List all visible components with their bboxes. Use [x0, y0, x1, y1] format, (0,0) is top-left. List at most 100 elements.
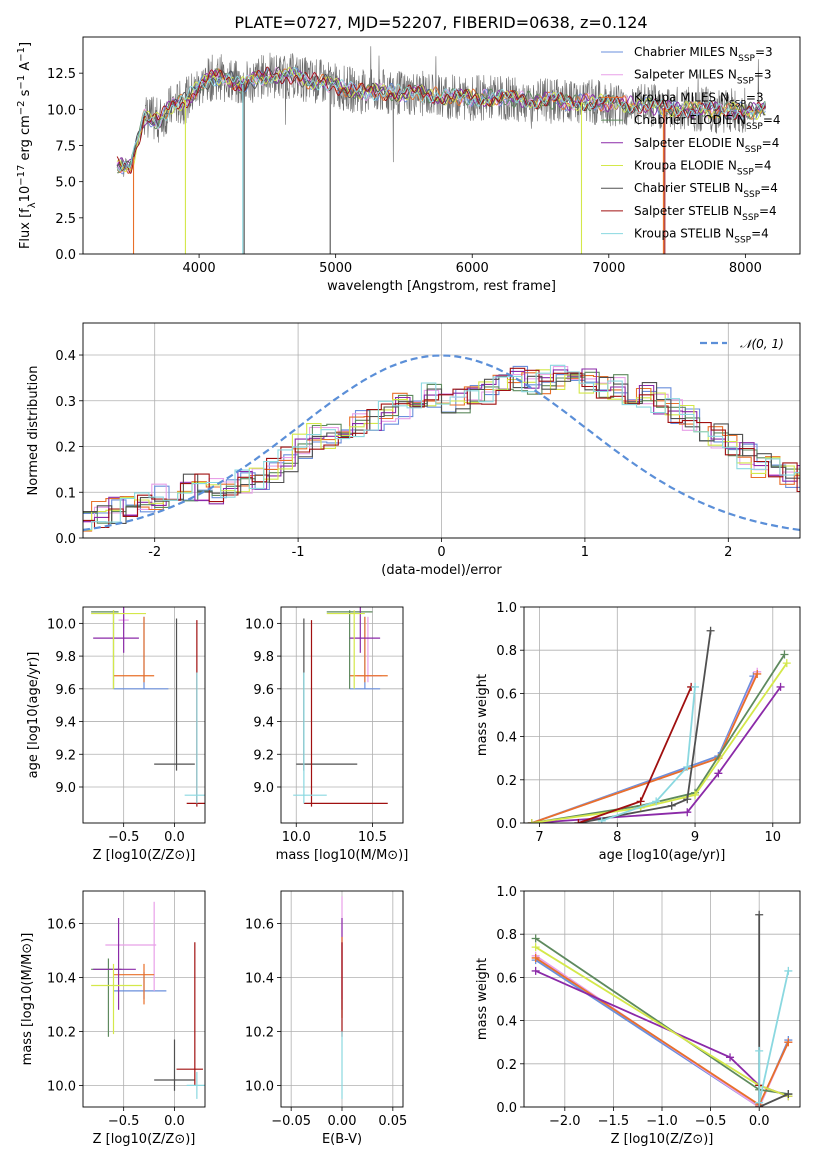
y-tick-label: 10.0 — [47, 617, 76, 632]
weight-marker — [784, 1038, 793, 1047]
y-tick-label: 0.8 — [496, 644, 517, 659]
legend-model: Chabrier MILES — [634, 45, 725, 59]
legend-nssp: 4 — [761, 227, 769, 241]
weight-marker — [531, 953, 540, 962]
y-tick-label: 0.8 — [496, 928, 517, 943]
y-tick-label: 9.8 — [253, 650, 274, 665]
x-tick-label: −0.5 — [695, 1114, 727, 1129]
x-tick-label: 2 — [724, 545, 732, 560]
legend-entry: Salpeter ELODIE NSSP=4 — [634, 136, 779, 155]
legend-model: Chabrier STELIB — [634, 181, 730, 195]
y-axis-label-part: A — [18, 62, 33, 75]
legend-model: Salpeter STELIB — [634, 204, 729, 218]
legend-nssp: 4 — [773, 113, 781, 127]
axes-frame — [82, 606, 206, 824]
y-tick-label: 12.5 — [47, 67, 76, 82]
y-tick-label: 9.0 — [55, 781, 76, 796]
weight-marker — [574, 819, 583, 823]
legend-eq: = — [760, 181, 770, 195]
legend-n: N — [728, 159, 737, 173]
y-tick-label: 0.4 — [496, 1015, 517, 1030]
y-tick-label: 10.6 — [47, 917, 76, 932]
legend-n: N — [728, 68, 737, 82]
y-tick-label: 10.0 — [47, 103, 76, 118]
x-axis-label: age [log10(age/yr)] — [599, 848, 726, 863]
weight-marker — [784, 966, 793, 975]
weight-marker — [726, 1053, 735, 1062]
y-axis-label-part: −17 — [16, 165, 27, 186]
legend-n: N — [734, 181, 743, 195]
legend-entry: 𝒩(0, 1) — [740, 337, 784, 351]
x-tick-label: −1.5 — [598, 1114, 630, 1129]
legend-entry: Chabrier ELODIE NSSP=4 — [634, 113, 781, 132]
legend-eq: = — [763, 113, 773, 127]
panel-mass-vs-ebv: −0.05 0.00 0.05 10.0 10.2 10.4 10.6 E(B-V) — [245, 890, 407, 1147]
y-axis-label-part: −1 — [16, 75, 27, 90]
legend-eq: = — [762, 136, 772, 150]
legend-model: Kroupa STELIB — [634, 227, 721, 241]
y-tick-label: 9.6 — [253, 683, 274, 698]
histogram-step — [83, 372, 800, 532]
x-axis-label: Z [log10(Z/Z⊙)] — [93, 848, 196, 863]
legend-sub: SSP — [738, 54, 755, 64]
y-axis-label: mass weight — [475, 958, 490, 1040]
plot-area — [531, 910, 793, 1107]
x-tick-label: 0.00 — [328, 1114, 357, 1129]
x-tick-label: 1 — [581, 545, 589, 560]
weight-line — [578, 686, 693, 823]
weight-marker — [776, 682, 785, 691]
x-tick-label: -2 — [148, 545, 161, 560]
y-axis-label-part: Flux [f — [18, 208, 33, 249]
y-tick-label: 10.6 — [245, 917, 274, 932]
y-tick-label: 9.4 — [253, 716, 274, 731]
y-axis-label: mass [log10(M/M⊙)] — [20, 933, 35, 1066]
y-tick-label: 2.5 — [55, 212, 76, 227]
weight-marker — [683, 795, 692, 804]
legend-n: N — [720, 90, 729, 104]
legend-eq: = — [751, 227, 761, 241]
x-tick-label: 4000 — [183, 261, 216, 276]
legend-sub: SSP — [745, 145, 762, 155]
y-axis-label: age [log10(age/yr)] — [26, 652, 41, 779]
weight-marker — [755, 1046, 764, 1055]
axes-frame — [523, 890, 801, 1108]
legend-sub: SSP — [734, 236, 751, 246]
y-tick-label: 10.4 — [245, 971, 274, 986]
y-tick-label: 5.0 — [55, 176, 76, 191]
x-tick-label: 10 — [765, 830, 782, 845]
plot-area — [91, 607, 205, 807]
x-tick-label: 8000 — [729, 261, 762, 276]
axes-frame — [280, 606, 404, 824]
y-axis-label: Normed distribution — [26, 366, 41, 496]
weight-line — [531, 662, 788, 823]
x-axis-label: wavelength [Angstrom, rest frame] — [327, 279, 556, 294]
y-tick-label: 0.4 — [55, 349, 76, 364]
legend-model: Salpeter MILES — [634, 68, 724, 82]
y-tick-label: 9.6 — [55, 683, 76, 698]
weight-marker — [683, 762, 692, 771]
legend-entry: Salpeter STELIB NSSP=4 — [634, 204, 777, 223]
weight-marker — [527, 819, 536, 823]
legend-n: N — [729, 45, 738, 59]
y-axis-label-part: −1 — [16, 47, 27, 62]
y-tick-label: 10.0 — [245, 617, 274, 632]
weight-marker — [531, 943, 540, 952]
y-tick-label: 0.0 — [496, 817, 517, 832]
x-tick-label: −0.05 — [271, 1114, 311, 1129]
axes-frame — [82, 322, 801, 539]
legend-entry: Chabrier MILES NSSP=3 — [634, 45, 773, 64]
y-tick-label: 9.2 — [253, 748, 274, 763]
panel-mass-vs-z: −0.5 0.0 10.0 10.2 10.4 10.6 Z [log10(Z/Z⊙)] ma… — [20, 890, 206, 1147]
weight-line — [531, 654, 786, 823]
plot-area — [116, 46, 766, 254]
y-axis-label: mass weight — [475, 674, 490, 756]
x-tick-label: 5000 — [319, 261, 352, 276]
weight-marker — [784, 1090, 793, 1099]
y-axis-label-part: erg cm — [18, 115, 33, 164]
legend-nssp: 4 — [770, 181, 778, 195]
legend-eq: = — [754, 68, 764, 82]
x-tick-label: 9 — [691, 830, 699, 845]
y-tick-label: 10.0 — [47, 1079, 76, 1094]
x-tick-label: 0.05 — [378, 1114, 407, 1129]
